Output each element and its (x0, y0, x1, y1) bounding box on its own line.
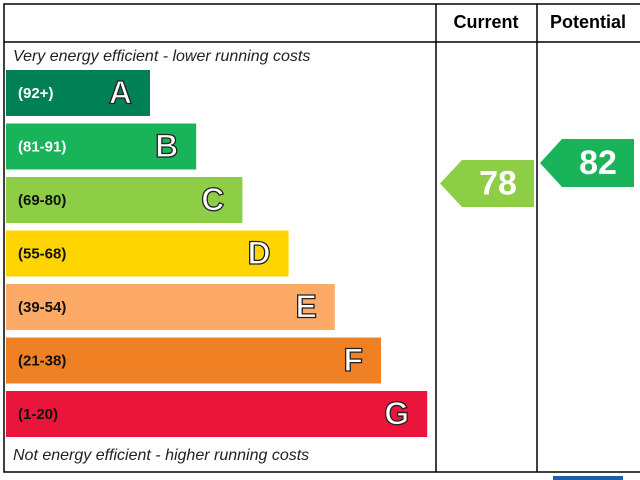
band-bar (6, 230, 289, 277)
band-range: (39-54) (18, 299, 66, 316)
band-bar (6, 70, 150, 116)
band-range: (69-80) (18, 192, 66, 209)
outer-border (3, 3, 640, 473)
band-bar (6, 177, 243, 223)
band-range: (92+) (18, 85, 53, 102)
frame (3, 3, 640, 473)
current-header: Current (453, 12, 518, 32)
band-letter: G (384, 395, 409, 431)
band-range: (81-91) (18, 138, 66, 155)
band-letter: F (343, 342, 363, 378)
band-letter: A (109, 74, 132, 110)
band-letter: D (247, 235, 270, 271)
band-range: (55-68) (18, 245, 66, 262)
potential-header: Potential (550, 12, 626, 32)
band-bar (6, 391, 428, 437)
band-range: (1-20) (18, 406, 58, 423)
current-arrow (440, 160, 534, 207)
potential-arrow (540, 139, 634, 187)
potential-value: 82 (579, 144, 617, 182)
band-bar (6, 284, 335, 330)
band-bar (6, 337, 381, 384)
band-bar (6, 123, 197, 170)
band-range: (21-38) (18, 352, 66, 369)
current-value: 78 (479, 164, 517, 202)
band-letter: C (201, 181, 224, 217)
bottom-note: Not energy efficient - higher running co… (13, 447, 309, 464)
footer-tab (553, 476, 623, 480)
band-letter: B (155, 128, 178, 164)
top-note: Very energy efficient - lower running co… (13, 48, 310, 65)
band-letter: E (295, 288, 316, 324)
